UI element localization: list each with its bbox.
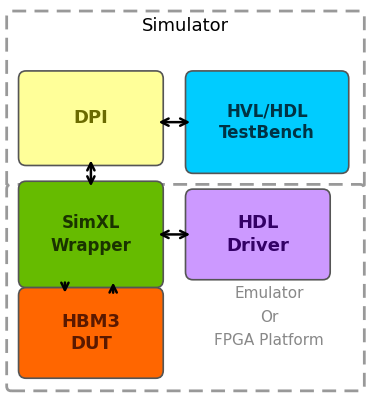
FancyBboxPatch shape: [7, 11, 364, 190]
FancyBboxPatch shape: [19, 71, 163, 165]
Text: Emulator
Or
FPGA Platform: Emulator Or FPGA Platform: [214, 286, 324, 348]
FancyBboxPatch shape: [7, 184, 364, 391]
Text: Simulator: Simulator: [142, 17, 229, 35]
Text: HBM3
DUT: HBM3 DUT: [61, 313, 121, 353]
FancyBboxPatch shape: [19, 288, 163, 378]
Text: SimXL
Wrapper: SimXL Wrapper: [50, 214, 131, 255]
FancyBboxPatch shape: [186, 189, 330, 280]
Text: HVL/HDL
TestBench: HVL/HDL TestBench: [219, 102, 315, 142]
Text: DPI: DPI: [73, 109, 108, 127]
Text: HDL
Driver: HDL Driver: [226, 214, 289, 255]
FancyBboxPatch shape: [186, 71, 349, 173]
FancyBboxPatch shape: [19, 181, 163, 288]
